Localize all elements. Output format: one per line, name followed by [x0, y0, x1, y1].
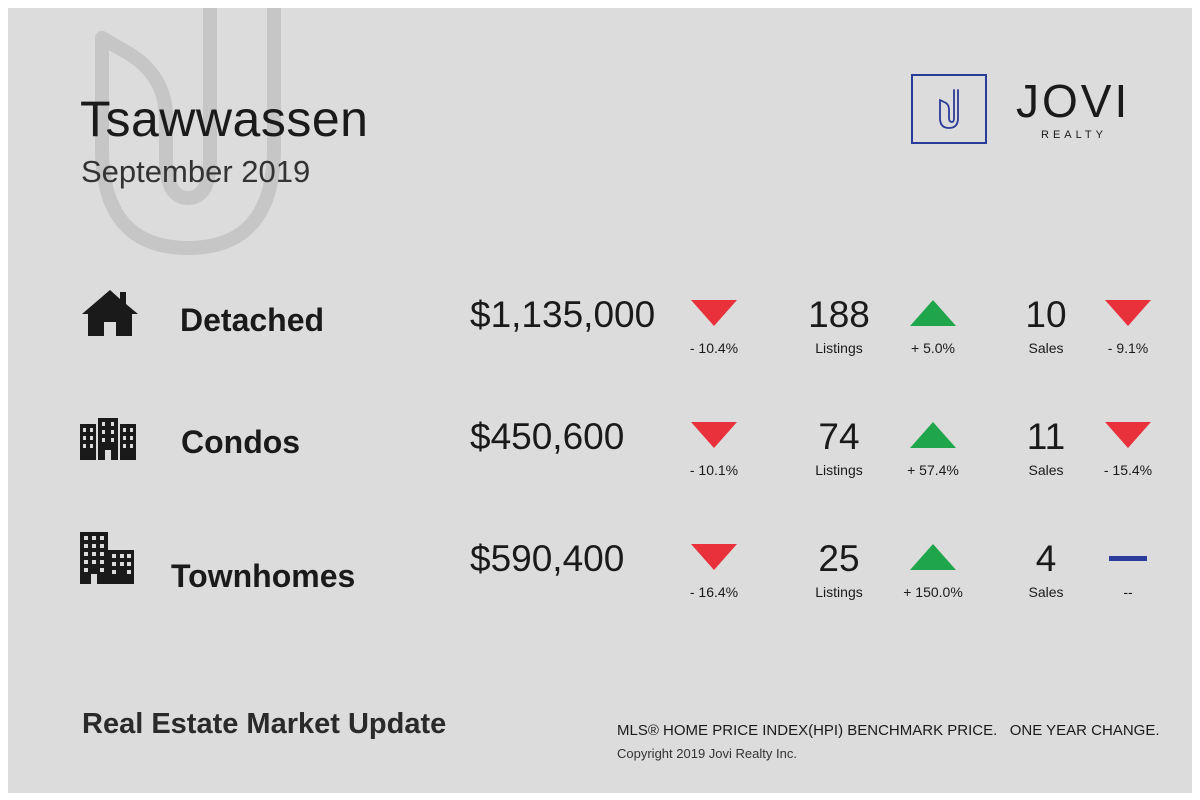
page-title: Tsawwassen: [80, 91, 369, 147]
benchmark-price: $590,400: [470, 538, 625, 579]
brand-logo-mark: [911, 74, 987, 144]
sales-count: 10: [1025, 294, 1067, 335]
house-icon: [82, 290, 138, 336]
price-change: - 10.1%: [689, 462, 739, 478]
sales-count: 4: [1035, 538, 1057, 579]
footer-title: Real Estate Market Update: [82, 708, 447, 740]
brand-name: JOVI: [1016, 75, 1131, 127]
trend-up-icon: [910, 544, 956, 570]
footer-note: MLS® HOME PRICE INDEX(HPI) BENCHMARK PRI…: [617, 722, 1160, 739]
category-label: Detached: [180, 302, 325, 338]
trend-down-icon: [691, 422, 737, 448]
benchmark-price: $450,600: [470, 416, 625, 457]
price-change: - 10.4%: [689, 340, 739, 356]
listings-label: Listings: [815, 462, 863, 478]
sales-change: - 9.1%: [1107, 340, 1149, 356]
listings-change: + 5.0%: [911, 340, 955, 356]
listings-count: 25: [818, 538, 860, 579]
townhome-building-icon: [80, 532, 134, 584]
price-change: - 16.4%: [689, 584, 739, 600]
row-townhomes: Townhomes $590,400 - 16.4% 25 Listings +…: [8, 532, 1192, 622]
listings-label: Listings: [815, 340, 863, 356]
listings-change: + 150.0%: [903, 584, 963, 600]
benchmark-price: $1,135,000: [470, 294, 656, 335]
sales-change: --: [1123, 584, 1133, 600]
listings-count: 74: [818, 416, 860, 457]
sales-label: Sales: [1028, 584, 1064, 600]
sales-count: 11: [1026, 416, 1066, 457]
trend-down-icon: [691, 544, 737, 570]
row-detached: Detached $1,135,000 - 10.4% 188 Listings…: [8, 288, 1192, 378]
sales-label: Sales: [1028, 462, 1064, 478]
sales-label: Sales: [1028, 340, 1064, 356]
condo-building-icon: [80, 418, 136, 460]
listings-label: Listings: [815, 584, 863, 600]
category-label: Townhomes: [171, 558, 356, 594]
row-condos: Condos $450,600 - 10.1% 74 Listings + 57…: [8, 410, 1192, 500]
trend-up-icon: [910, 300, 956, 326]
j-logo-icon: [939, 89, 959, 129]
brand-tagline: REALTY: [1041, 129, 1107, 141]
listings-count: 188: [808, 294, 870, 335]
category-label: Condos: [181, 424, 301, 460]
market-update-card: Tsawwassen September 2019 JOVI REALTY De…: [8, 8, 1192, 793]
page-subtitle: September 2019: [81, 154, 311, 189]
listings-change: + 57.4%: [907, 462, 959, 478]
sales-change: - 15.4%: [1103, 462, 1153, 478]
trend-down-icon: [1105, 300, 1151, 326]
trend-down-icon: [1105, 422, 1151, 448]
trend-flat-icon: [1109, 556, 1147, 561]
copyright-text: Copyright 2019 Jovi Realty Inc.: [617, 746, 797, 761]
j-watermark-icon: [95, 8, 281, 255]
trend-down-icon: [691, 300, 737, 326]
trend-up-icon: [910, 422, 956, 448]
